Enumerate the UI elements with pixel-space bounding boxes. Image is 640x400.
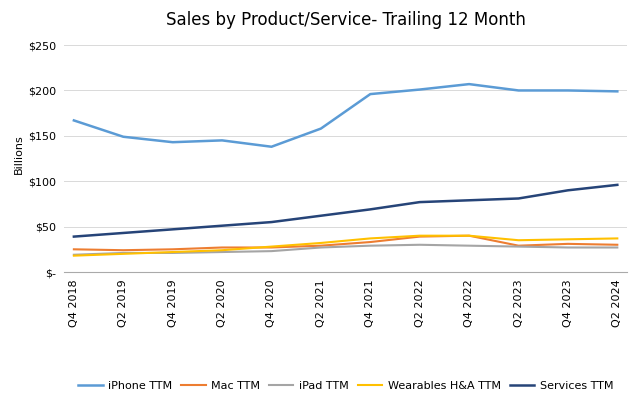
Mac TTM xyxy=(317,243,324,248)
Wearables H&A TTM xyxy=(268,244,275,249)
Mac TTM xyxy=(465,233,473,238)
Services TTM xyxy=(416,200,424,204)
Line: Mac TTM: Mac TTM xyxy=(74,236,618,250)
iPad TTM xyxy=(218,250,226,254)
Line: iPhone TTM: iPhone TTM xyxy=(74,84,618,147)
Services TTM xyxy=(515,196,522,201)
Wearables H&A TTM xyxy=(367,236,374,241)
Mac TTM xyxy=(614,242,621,247)
iPhone TTM xyxy=(317,126,324,131)
Services TTM xyxy=(70,234,77,239)
iPad TTM xyxy=(564,245,572,250)
Wearables H&A TTM xyxy=(218,248,226,253)
iPhone TTM xyxy=(120,134,127,139)
Wearables H&A TTM xyxy=(317,240,324,245)
Wearables H&A TTM xyxy=(465,233,473,238)
iPhone TTM xyxy=(515,88,522,93)
Services TTM xyxy=(317,213,324,218)
Mac TTM xyxy=(169,247,177,252)
Wearables H&A TTM xyxy=(70,253,77,258)
Services TTM xyxy=(564,188,572,193)
Wearables H&A TTM xyxy=(169,250,177,254)
iPad TTM xyxy=(317,245,324,250)
Mac TTM xyxy=(515,243,522,248)
Mac TTM xyxy=(120,248,127,253)
Wearables H&A TTM xyxy=(416,233,424,238)
Services TTM xyxy=(614,182,621,187)
iPad TTM xyxy=(169,250,177,255)
iPad TTM xyxy=(120,250,127,255)
Mac TTM xyxy=(268,245,275,250)
Services TTM xyxy=(367,207,374,212)
Services TTM xyxy=(465,198,473,203)
Mac TTM xyxy=(218,245,226,250)
Services TTM xyxy=(218,223,226,228)
Mac TTM xyxy=(564,242,572,246)
Wearables H&A TTM xyxy=(614,236,621,241)
Services TTM xyxy=(169,227,177,232)
Line: Services TTM: Services TTM xyxy=(74,185,618,237)
iPad TTM xyxy=(367,243,374,248)
iPhone TTM xyxy=(70,118,77,123)
iPhone TTM xyxy=(367,92,374,96)
iPad TTM xyxy=(70,252,77,257)
Line: Wearables H&A TTM: Wearables H&A TTM xyxy=(74,236,618,256)
Wearables H&A TTM xyxy=(120,252,127,256)
iPhone TTM xyxy=(416,87,424,92)
iPhone TTM xyxy=(564,88,572,93)
Wearables H&A TTM xyxy=(515,238,522,243)
Mac TTM xyxy=(367,240,374,244)
iPhone TTM xyxy=(614,89,621,94)
iPhone TTM xyxy=(268,144,275,149)
Services TTM xyxy=(120,230,127,235)
iPad TTM xyxy=(268,249,275,254)
iPhone TTM xyxy=(218,138,226,143)
Mac TTM xyxy=(416,234,424,239)
Y-axis label: Billions: Billions xyxy=(14,134,24,174)
iPad TTM xyxy=(465,243,473,248)
Line: iPad TTM: iPad TTM xyxy=(74,245,618,255)
Mac TTM xyxy=(70,247,77,252)
iPad TTM xyxy=(515,244,522,249)
Legend: iPhone TTM, Mac TTM, iPad TTM, Wearables H&A TTM, Services TTM: iPhone TTM, Mac TTM, iPad TTM, Wearables… xyxy=(74,377,618,396)
iPad TTM xyxy=(416,242,424,247)
Title: Sales by Product/Service- Trailing 12 Month: Sales by Product/Service- Trailing 12 Mo… xyxy=(166,11,525,29)
iPhone TTM xyxy=(169,140,177,144)
Services TTM xyxy=(268,220,275,224)
Wearables H&A TTM xyxy=(564,237,572,242)
iPhone TTM xyxy=(465,82,473,86)
iPad TTM xyxy=(614,245,621,250)
